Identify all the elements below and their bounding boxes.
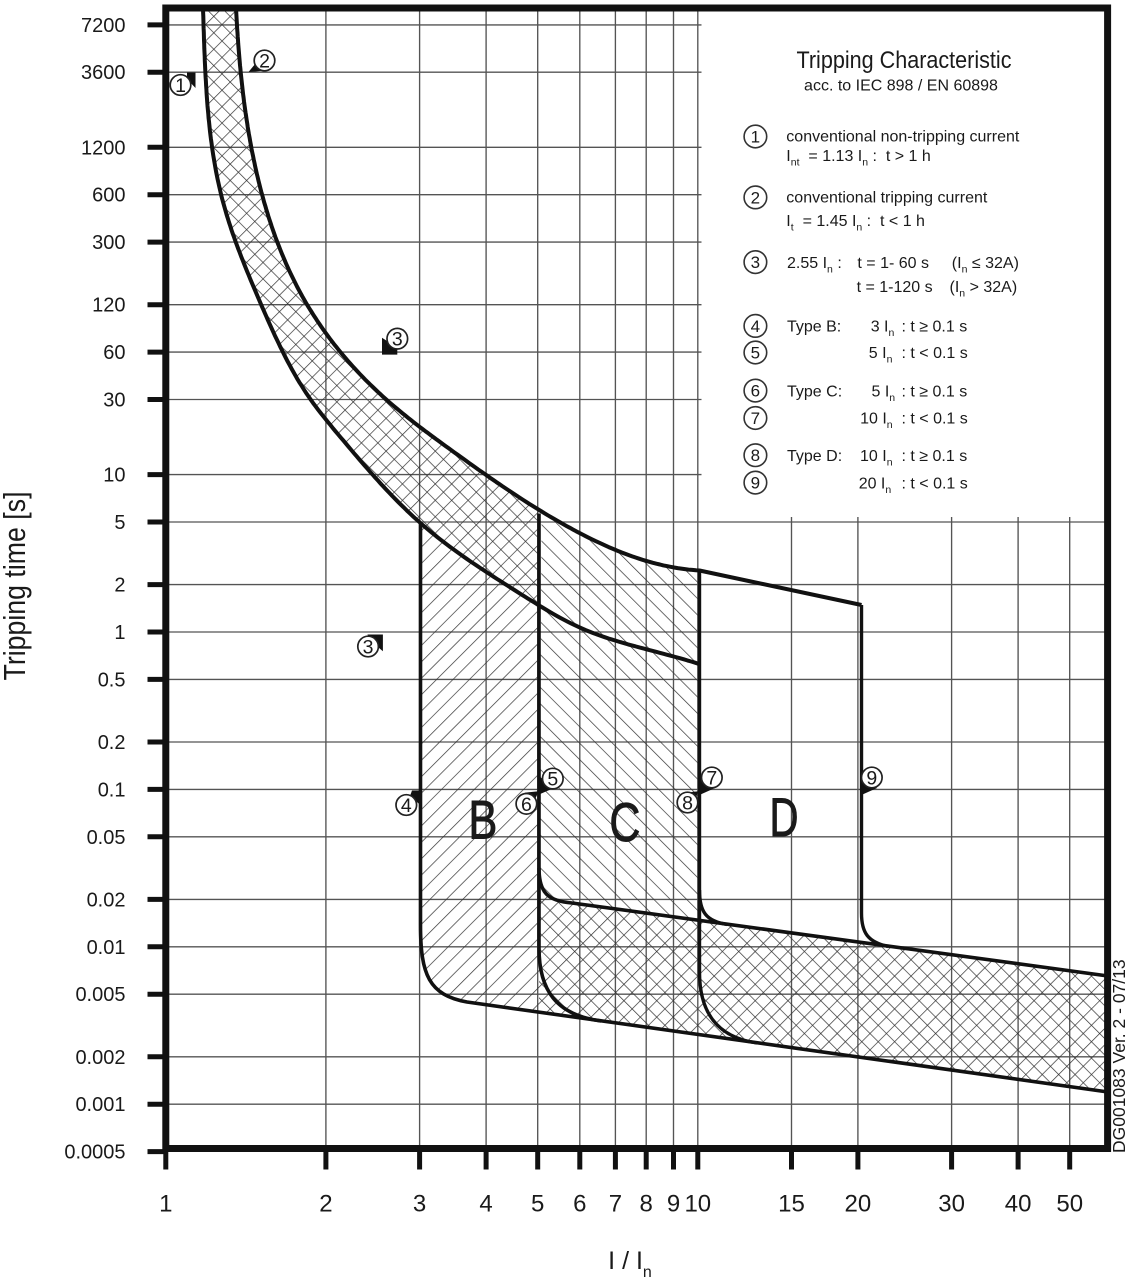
svg-text:B: B — [468, 788, 497, 850]
svg-text:7: 7 — [706, 768, 717, 790]
svg-text:6: 6 — [751, 382, 760, 401]
svg-text:0.2: 0.2 — [98, 732, 126, 754]
svg-text:0.5: 0.5 — [98, 669, 126, 691]
svg-text:2: 2 — [114, 575, 125, 597]
svg-text:It = 1.45 In : t < 1 h: It = 1.45 In : t < 1 h — [786, 213, 925, 234]
svg-text:D: D — [770, 786, 799, 848]
svg-text:: t ≥ 0.1 s: : t ≥ 0.1 s — [902, 384, 968, 401]
svg-text:conventional non-tripping curr: conventional non-tripping current — [786, 129, 1020, 146]
svg-text:5: 5 — [531, 1191, 544, 1218]
svg-text:0.0005: 0.0005 — [64, 1142, 125, 1164]
svg-text:120: 120 — [92, 295, 125, 317]
svg-text:600: 600 — [92, 185, 125, 207]
svg-text:3600: 3600 — [81, 62, 126, 84]
svg-text:acc. to IEC 898 / EN 60898: acc. to IEC 898 / EN 60898 — [804, 78, 998, 95]
svg-text:6: 6 — [573, 1191, 586, 1218]
svg-text:2: 2 — [319, 1191, 332, 1218]
svg-text:6: 6 — [521, 794, 532, 816]
svg-text:: t < 0.1 s: : t < 0.1 s — [902, 476, 968, 493]
svg-text:30: 30 — [103, 390, 125, 412]
svg-text:t = 1- 60 s: t = 1- 60 s — [857, 255, 929, 272]
svg-text:: t < 0.1 s: : t < 0.1 s — [902, 411, 968, 428]
svg-text:0.02: 0.02 — [87, 889, 126, 911]
svg-text:20 In: 20 In — [859, 476, 892, 497]
svg-text:Int = 1.13 In : t > 1 h: Int = 1.13 In : t > 1 h — [786, 148, 930, 169]
svg-text:0.002: 0.002 — [75, 1047, 125, 1069]
svg-text:Type B:: Type B: — [787, 319, 841, 336]
svg-text:3: 3 — [413, 1191, 426, 1218]
svg-text:3: 3 — [392, 329, 403, 351]
svg-text:: t < 0.1 s: : t < 0.1 s — [902, 345, 968, 362]
svg-text:Tripping time [s]: Tripping time [s] — [0, 492, 32, 681]
svg-text:10 In: 10 In — [860, 448, 893, 469]
svg-text:: t ≥ 0.1 s: : t ≥ 0.1 s — [902, 448, 968, 465]
svg-text:0.1: 0.1 — [98, 779, 126, 801]
svg-text:(In ≤ 32A): (In ≤ 32A) — [952, 255, 1019, 276]
svg-text:4: 4 — [751, 317, 760, 336]
svg-text:40: 40 — [1005, 1191, 1032, 1218]
svg-text:conventional tripping current: conventional tripping current — [786, 190, 988, 207]
svg-text:8: 8 — [751, 446, 760, 465]
svg-text:50: 50 — [1056, 1191, 1083, 1218]
svg-text:7: 7 — [751, 409, 760, 428]
svg-text:t = 1-120 s: t = 1-120 s — [857, 279, 933, 296]
svg-text:5: 5 — [751, 344, 760, 363]
svg-text:1200: 1200 — [81, 137, 126, 159]
svg-text:300: 300 — [92, 232, 125, 254]
svg-text:4: 4 — [401, 795, 412, 817]
svg-text:1: 1 — [751, 128, 760, 147]
svg-text:7200: 7200 — [81, 15, 126, 37]
svg-text:20: 20 — [845, 1191, 872, 1218]
svg-text:2: 2 — [751, 188, 760, 207]
svg-text:7: 7 — [609, 1191, 622, 1218]
svg-text:5: 5 — [114, 512, 125, 534]
svg-text:10: 10 — [684, 1191, 711, 1218]
svg-text:Tripping Characteristic: Tripping Characteristic — [797, 47, 1012, 74]
svg-text:2: 2 — [259, 51, 270, 73]
svg-text:1: 1 — [159, 1191, 172, 1218]
svg-text:15: 15 — [778, 1191, 805, 1218]
svg-text:Type D:: Type D: — [787, 448, 842, 465]
svg-text:9: 9 — [667, 1191, 680, 1218]
svg-text:9: 9 — [751, 474, 760, 493]
svg-text:0.05: 0.05 — [87, 827, 126, 849]
svg-text:0.001: 0.001 — [75, 1094, 125, 1116]
svg-text:30: 30 — [938, 1191, 965, 1218]
svg-text:10 In: 10 In — [860, 411, 893, 432]
svg-text:(In > 32A): (In > 32A) — [950, 279, 1018, 300]
svg-text:8: 8 — [640, 1191, 653, 1218]
svg-text:1: 1 — [114, 622, 125, 644]
svg-text:9: 9 — [866, 768, 877, 790]
svg-text:0.005: 0.005 — [75, 984, 125, 1006]
svg-text:8: 8 — [682, 793, 693, 815]
svg-text:: t ≥ 0.1 s: : t ≥ 0.1 s — [902, 319, 968, 336]
svg-text:3: 3 — [363, 637, 374, 659]
svg-text:10: 10 — [103, 465, 125, 487]
svg-text:60: 60 — [103, 342, 125, 364]
svg-text:5: 5 — [547, 769, 558, 791]
svg-text:Type C:: Type C: — [787, 384, 842, 401]
svg-text:DG001083 Ver. 2 - 07/13: DG001083 Ver. 2 - 07/13 — [1109, 959, 1129, 1153]
svg-text:4: 4 — [479, 1191, 492, 1218]
svg-text:1: 1 — [175, 75, 186, 97]
svg-text:0.01: 0.01 — [87, 937, 126, 959]
svg-text:C: C — [609, 791, 640, 853]
svg-text:3: 3 — [751, 253, 760, 272]
